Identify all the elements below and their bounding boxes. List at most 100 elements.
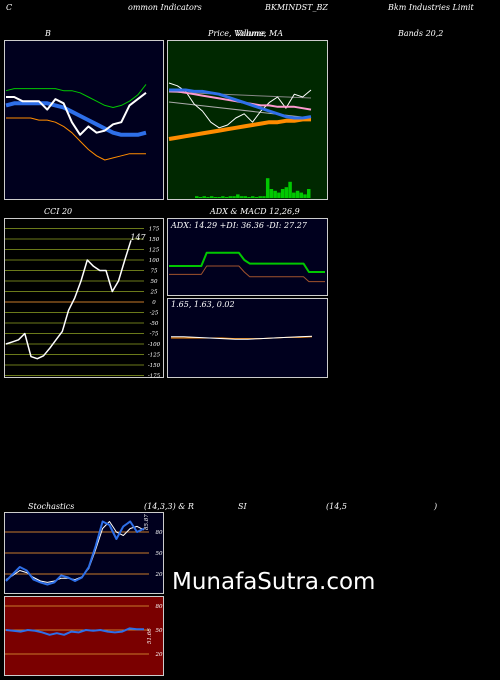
header-common-indicators: ommon Indicators [128, 3, 202, 12]
stoch-tick-label: 50 [156, 551, 163, 557]
panel-background [4, 218, 164, 378]
cci-tick-label: 50 [151, 279, 158, 285]
adx-plus-di-line [169, 251, 325, 273]
bb-upper-line [5, 84, 147, 108]
rsi-value-label: 51.66 [147, 628, 153, 644]
stoch-panel: 80 50 20 85.87 [4, 512, 164, 594]
rsi-chart: 80 50 20 51.66 [4, 596, 164, 676]
title-rsi: SI [238, 502, 247, 511]
macd-values: 1.65, 1.63, 0.02 [171, 300, 235, 309]
panel-background [167, 218, 328, 296]
title-rsi-close: ) [434, 502, 438, 511]
volume-bar [247, 197, 251, 198]
volume-bar [284, 187, 289, 198]
price-panel [167, 40, 328, 200]
cci-tick-label: 150 [149, 237, 160, 243]
title-adx: ADX & MACD 12,26,9 [210, 207, 300, 216]
volume-bar [303, 194, 307, 198]
price-ma_orange-line [168, 117, 311, 141]
volume-bar [209, 196, 214, 198]
cci-tick-label: 125 [149, 248, 160, 254]
adx-values: ADX: 14.29 +DI: 36.36 -DI: 27.27 [171, 221, 307, 230]
header-c: C [6, 3, 13, 12]
bb-middle-line [5, 101, 147, 137]
volume-bar [224, 197, 229, 198]
price-chart [167, 40, 328, 200]
title-stoch-params: (14,3,3) & R [144, 502, 194, 511]
volume-bar [288, 181, 292, 198]
volume-bar [273, 190, 277, 198]
macd-chart [167, 298, 328, 378]
macd-panel: 1.65, 1.63, 0.02 [167, 298, 328, 378]
adx-chart [167, 218, 328, 296]
cci-tick-label: 75 [151, 269, 158, 275]
stoch-value-label: 85.87 [144, 514, 150, 530]
bb-price-line [6, 92, 147, 136]
volume-bar [243, 196, 248, 198]
volume-bar [236, 194, 240, 198]
volume-bar [251, 196, 255, 198]
volume-bar [262, 196, 266, 198]
cci-panel: 175 150 125 100 75 50 25 0 -25 -50 -75 -100 -125 -150… [4, 218, 164, 378]
title-price-overlap: Volume [236, 29, 266, 38]
rsi-tick-label: 80 [156, 604, 163, 610]
header-company: Bkm Industries Limit [388, 3, 474, 12]
volume-bar [254, 197, 259, 198]
volume-bar [228, 196, 233, 198]
cci-tick-label: -175 [148, 374, 161, 379]
volume-bar [206, 197, 210, 198]
cci-tick-label: -50 [150, 321, 159, 327]
volume-bar [292, 192, 296, 198]
title-price: Price, Volume, MA [208, 29, 284, 38]
volume-bar [258, 196, 262, 198]
cci-line [5, 240, 132, 360]
bollinger-chart [4, 40, 164, 200]
panel-background [4, 596, 164, 676]
volume-bar [195, 196, 199, 198]
watermark: MunafaSutra.com [172, 569, 376, 595]
adx-panel: ADX: 14.29 +DI: 36.36 -DI: 27.27 [167, 218, 328, 296]
bb-lower-line [6, 117, 146, 161]
rsi-line [5, 627, 144, 636]
volume-bar [198, 197, 203, 198]
cci-tick-label: -75 [150, 332, 159, 338]
volume-bar [269, 189, 274, 198]
volume-bar [299, 192, 304, 198]
cci-tick-label: 175 [149, 227, 160, 233]
volume-bar [239, 196, 244, 198]
title-bands: Bands 20,2 [398, 29, 444, 38]
cci-chart: 175 150 125 100 75 50 25 0 -25 -50 -75 -100 -125 -150… [4, 218, 164, 378]
volume-bar [265, 178, 270, 198]
volume-bar [221, 196, 225, 198]
volume-bar [202, 196, 206, 198]
title-stoch: Stochastics [28, 502, 75, 511]
cci-tick-label: -25 [150, 311, 159, 317]
rsi-tick-label: 20 [155, 652, 163, 658]
bollinger-panel [4, 40, 164, 200]
cci-tick-label: 100 [149, 258, 160, 264]
price-ma_blue-line [169, 88, 312, 120]
title-cci: CCI 20 [44, 207, 73, 216]
volume-bar [277, 192, 281, 198]
stoch-tick-label: 80 [156, 530, 163, 536]
cci-tick-label: 25 [150, 290, 158, 296]
volume-bar [217, 197, 221, 198]
volume-bar [213, 197, 218, 198]
stoch-tick-label: 20 [155, 572, 163, 578]
header-symbol: BKMINDST_BZ [265, 3, 328, 12]
cci-value-label: 147 [130, 233, 146, 242]
rsi-tick-label: 50 [156, 628, 163, 634]
cci-tick-label: -100 [148, 342, 161, 348]
cci-tick-label: -125 [148, 353, 161, 359]
volume-bar [295, 190, 300, 198]
title-bb: B [45, 29, 51, 38]
cci-tick-label: 0 [152, 300, 156, 306]
volume-bar [280, 189, 285, 198]
stoch-k-line [5, 520, 145, 586]
volume-bar [307, 189, 311, 198]
macd-line [171, 335, 313, 340]
cci-tick-label: -150 [148, 363, 161, 369]
stoch-chart: 80 50 20 85.87 [4, 512, 164, 594]
rsi-panel: 80 50 20 51.66 [4, 596, 164, 676]
volume-bar [232, 196, 236, 198]
